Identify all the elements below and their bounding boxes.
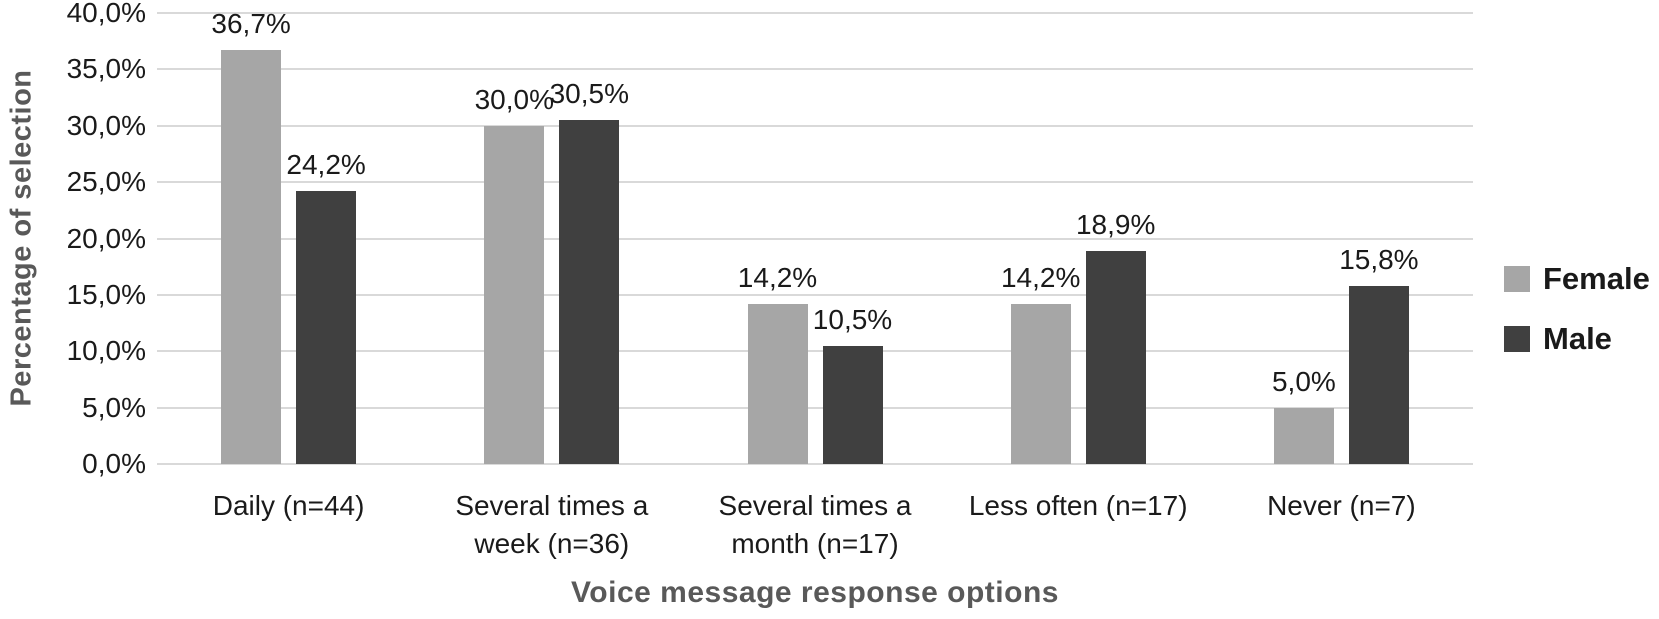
- value-label-male-3: 18,9%: [1075, 208, 1156, 240]
- category-label-2: Several times a month (n=17): [685, 487, 945, 563]
- value-label-male-2: 10,5%: [812, 303, 893, 335]
- y-tick-label: 40,0%: [66, 0, 146, 28]
- category-label-3: Less often (n=17): [948, 487, 1208, 525]
- legend-label-male: Male: [1543, 321, 1612, 356]
- y-tick-label: 30,0%: [66, 109, 146, 141]
- legend-item-female: Female: [1504, 261, 1650, 296]
- value-label-female-0: 36,7%: [211, 8, 291, 40]
- value-label-female-1: 30,0%: [474, 83, 554, 115]
- y-tick-label: 10,0%: [66, 335, 146, 367]
- value-label-male-0: 24,2%: [286, 149, 366, 181]
- category-label-line: week (n=36): [474, 528, 630, 559]
- bar-male-1: [559, 120, 620, 464]
- category-label-line: month (n=17): [731, 528, 899, 559]
- value-label-male-1: 30,5%: [549, 78, 629, 110]
- bar-female-0: [221, 50, 282, 464]
- y-tick-label: 25,0%: [66, 166, 146, 198]
- category-label-line: Daily (n=44): [212, 490, 365, 521]
- gridline: [157, 350, 1473, 353]
- category-label-1: Several times a week (n=36): [422, 487, 682, 563]
- bar-female-1: [484, 125, 545, 464]
- bar-male-4: [1348, 285, 1409, 464]
- y-tick-label: 20,0%: [66, 222, 146, 254]
- value-label-male-4: 15,8%: [1339, 243, 1419, 275]
- value-label-female-2: 14,2%: [737, 261, 818, 293]
- y-tick-label: 35,0%: [66, 53, 146, 85]
- category-label-0: Daily (n=44): [159, 487, 419, 525]
- female-swatch-icon: [1504, 266, 1530, 292]
- y-tick-label: 5,0%: [82, 391, 146, 423]
- plot-area: 36,7% 24,2% 30,0% 30,5% 14,2% 10,5% 14,2% 18,9%…: [157, 8, 1473, 465]
- legend-item-male: Male: [1504, 321, 1650, 356]
- category-label-line: Several times a: [718, 490, 912, 521]
- category-label-4: Never (n=7): [1211, 487, 1471, 525]
- category-label-line: Several times a: [455, 490, 649, 521]
- gridline: [157, 463, 1473, 465]
- category-label-line: Less often (n=17): [968, 490, 1188, 521]
- gridline: [157, 406, 1473, 409]
- male-swatch-icon: [1504, 326, 1530, 352]
- y-tick-label: 15,0%: [66, 278, 146, 310]
- bar-male-3: [1085, 250, 1146, 464]
- gridline: [157, 68, 1473, 71]
- category-label-line: Never (n=7): [1267, 490, 1416, 521]
- gridline: [157, 181, 1473, 184]
- legend: Female Male: [1504, 261, 1650, 382]
- legend-label-female: Female: [1543, 261, 1650, 296]
- gridline: [157, 12, 1473, 14]
- bar-female-3: [1010, 303, 1071, 464]
- gridline: [157, 237, 1473, 240]
- gridline: [157, 124, 1473, 127]
- y-tick-label: 0,0%: [82, 448, 146, 479]
- bar-male-2: [822, 345, 883, 464]
- bar-female-2: [747, 303, 808, 464]
- gridline: [157, 293, 1473, 296]
- bar-male-0: [296, 191, 357, 464]
- value-label-female-3: 14,2%: [1000, 261, 1081, 293]
- value-label-female-4: 5,0%: [1271, 365, 1336, 397]
- bar-female-4: [1273, 407, 1334, 464]
- x-axis-title: Voice message response options: [571, 576, 1059, 609]
